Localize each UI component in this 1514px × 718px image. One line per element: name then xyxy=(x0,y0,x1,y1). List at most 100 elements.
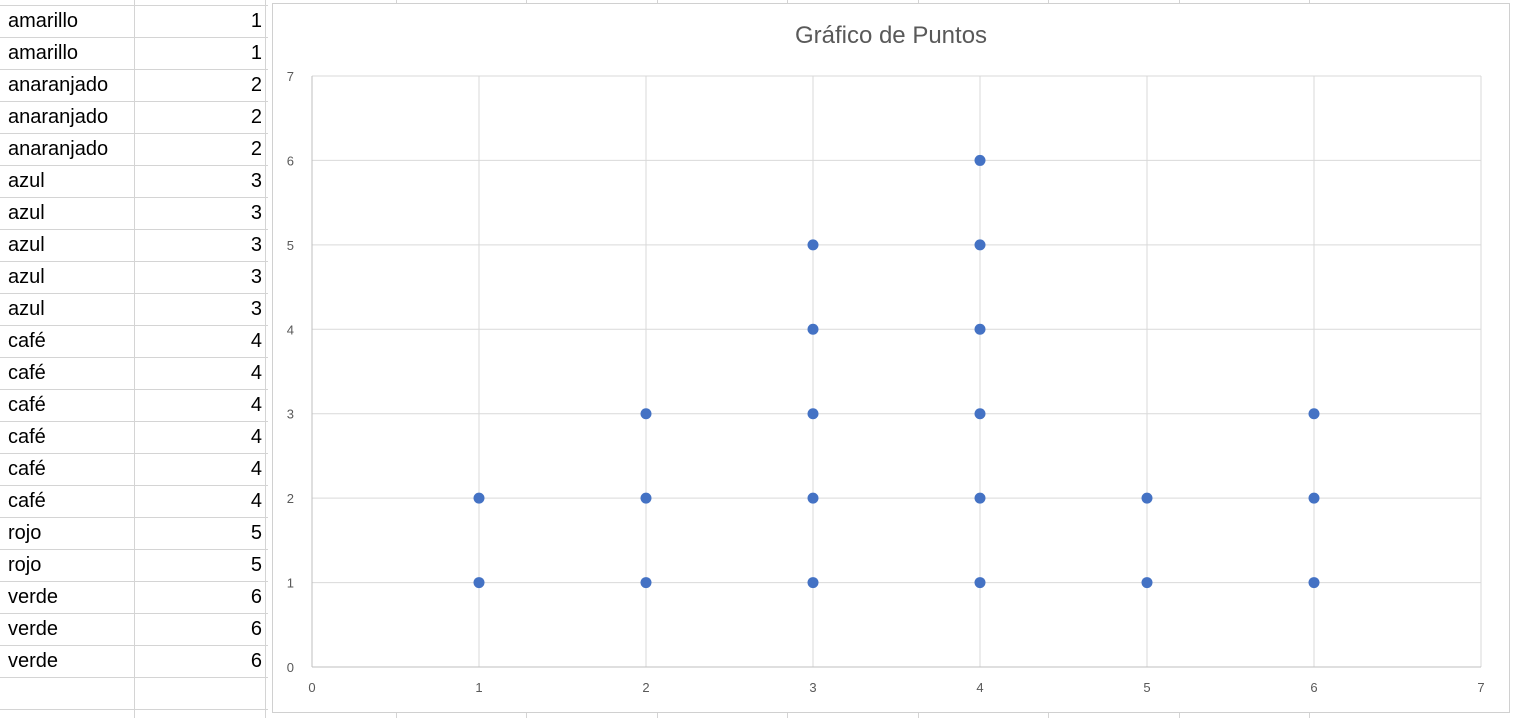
grid-row-line xyxy=(0,229,268,230)
cell-color-name[interactable]: rojo xyxy=(8,554,42,576)
grid-row-line xyxy=(0,5,268,6)
grid-row-line xyxy=(0,389,268,390)
data-point xyxy=(807,577,819,589)
data-point xyxy=(640,492,652,504)
cell-color-name[interactable]: verde xyxy=(8,650,59,672)
y-tick-label: 2 xyxy=(287,491,294,506)
cell-value[interactable]: 2 xyxy=(250,74,262,96)
data-point xyxy=(473,492,485,504)
y-tick-label: 3 xyxy=(287,407,294,422)
y-tick-label: 7 xyxy=(287,69,294,84)
cell-color-name[interactable]: amarillo xyxy=(8,10,79,32)
y-tick-label: 6 xyxy=(287,153,294,168)
cell-color-name[interactable]: café xyxy=(8,330,46,352)
cell-color-name[interactable]: azul xyxy=(8,298,45,320)
data-point xyxy=(974,154,986,166)
cell-value[interactable]: 6 xyxy=(250,650,262,672)
cell-value[interactable]: 2 xyxy=(250,106,262,128)
grid-row-line xyxy=(0,517,268,518)
data-point xyxy=(807,408,819,420)
grid-row-line xyxy=(0,421,268,422)
grid-row-line xyxy=(0,549,268,550)
cell-color-name[interactable]: anaranjado xyxy=(8,138,109,160)
y-tick-label: 5 xyxy=(287,238,294,253)
cell-color-name[interactable]: café xyxy=(8,426,46,448)
cell-color-name[interactable]: verde xyxy=(8,618,59,640)
grid-row-line xyxy=(0,133,268,134)
grid-row-line xyxy=(0,677,268,678)
cell-color-name[interactable]: café xyxy=(8,362,46,384)
grid-row-line xyxy=(0,37,268,38)
data-point xyxy=(1308,577,1320,589)
cell-color-name[interactable]: amarillo xyxy=(8,42,79,64)
grid-row-line xyxy=(0,613,268,614)
grid-row-line xyxy=(0,581,268,582)
data-point xyxy=(974,492,986,504)
data-point xyxy=(974,408,986,420)
grid-row-line xyxy=(0,261,268,262)
cell-value[interactable]: 4 xyxy=(250,426,262,448)
data-point xyxy=(1141,492,1153,504)
x-tick-label: 1 xyxy=(475,680,482,695)
data-point xyxy=(640,408,652,420)
cell-color-name[interactable]: azul xyxy=(8,266,45,288)
cell-value[interactable]: 4 xyxy=(250,394,262,416)
data-point xyxy=(807,323,819,335)
grid-row-line xyxy=(0,165,268,166)
cell-color-name[interactable]: azul xyxy=(8,234,45,256)
x-tick-label: 6 xyxy=(1310,680,1317,695)
data-point xyxy=(473,577,485,589)
grid-row-line xyxy=(0,197,268,198)
data-point xyxy=(1308,408,1320,420)
cell-color-name[interactable]: rojo xyxy=(8,522,42,544)
cell-value[interactable]: 2 xyxy=(250,138,262,160)
grid-row-line xyxy=(0,485,268,486)
data-point xyxy=(974,323,986,335)
cell-color-name[interactable]: café xyxy=(8,394,46,416)
x-tick-label: 3 xyxy=(809,680,816,695)
grid-row-line xyxy=(0,325,268,326)
cell-value[interactable]: 3 xyxy=(250,234,262,256)
cell-value[interactable]: 4 xyxy=(250,362,262,384)
grid-column-line xyxy=(134,0,135,718)
grid-row-line xyxy=(0,453,268,454)
y-tick-label: 0 xyxy=(287,660,294,675)
grid-row-line xyxy=(0,101,268,102)
cell-value[interactable]: 3 xyxy=(250,170,262,192)
data-point xyxy=(974,239,986,251)
x-tick-label: 0 xyxy=(308,680,315,695)
chart-area[interactable]: Gráfico de Puntos xyxy=(272,3,1510,713)
cell-value[interactable]: 1 xyxy=(250,42,262,64)
x-tick-label: 2 xyxy=(642,680,649,695)
cell-value[interactable]: 3 xyxy=(250,266,262,288)
chart-title: Gráfico de Puntos xyxy=(794,22,988,49)
cell-color-name[interactable]: anaranjado xyxy=(8,74,109,96)
x-tick-label: 7 xyxy=(1477,680,1484,695)
grid-row-line xyxy=(0,293,268,294)
data-point xyxy=(1141,577,1153,589)
cell-value[interactable]: 1 xyxy=(250,10,262,32)
data-point xyxy=(974,577,986,589)
cell-color-name[interactable]: azul xyxy=(8,202,45,224)
cell-color-name[interactable]: café xyxy=(8,490,46,512)
cell-value[interactable]: 6 xyxy=(250,586,262,608)
cell-color-name[interactable]: café xyxy=(8,458,46,480)
cell-value[interactable]: 4 xyxy=(250,490,262,512)
cell-value[interactable]: 5 xyxy=(250,554,262,576)
cell-color-name[interactable]: verde xyxy=(8,586,59,608)
y-tick-label: 4 xyxy=(287,322,294,337)
cell-value[interactable]: 5 xyxy=(250,522,262,544)
cell-color-name[interactable]: anaranjado xyxy=(8,106,109,128)
data-point xyxy=(807,239,819,251)
cell-value[interactable]: 6 xyxy=(250,618,262,640)
cell-value[interactable]: 3 xyxy=(250,298,262,320)
cell-value[interactable]: 3 xyxy=(250,202,262,224)
cell-value[interactable]: 4 xyxy=(250,458,262,480)
grid-row-line xyxy=(0,69,268,70)
x-tick-label: 5 xyxy=(1143,680,1150,695)
cell-color-name[interactable]: azul xyxy=(8,170,45,192)
grid-row-line xyxy=(0,357,268,358)
cell-value[interactable]: 4 xyxy=(250,330,262,352)
grid-row-line xyxy=(0,645,268,646)
